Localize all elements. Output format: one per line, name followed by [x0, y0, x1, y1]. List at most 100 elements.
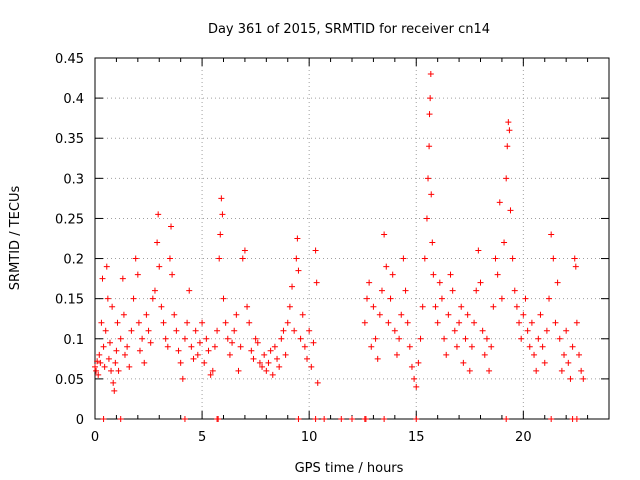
data-point	[177, 359, 184, 366]
data-point	[95, 371, 102, 378]
data-point	[441, 335, 448, 342]
data-point	[244, 303, 251, 310]
data-point	[175, 347, 182, 354]
data-point	[149, 295, 156, 302]
data-point	[217, 231, 224, 238]
data-point	[120, 311, 127, 318]
y-tick-label: 0.05	[55, 373, 84, 388]
data-point	[233, 311, 240, 318]
data-point	[524, 327, 531, 334]
data-point	[301, 343, 308, 350]
data-point	[558, 367, 565, 374]
data-point	[92, 363, 98, 370]
data-point	[166, 255, 173, 262]
data-point	[151, 287, 158, 294]
data-point	[246, 319, 253, 326]
data-point	[479, 327, 486, 334]
data-point	[101, 363, 108, 370]
data-point	[503, 416, 510, 422]
data-point	[428, 191, 435, 198]
data-point	[520, 311, 527, 318]
data-point	[154, 239, 161, 246]
data-point	[194, 351, 201, 358]
data-point	[203, 335, 210, 342]
data-point	[205, 347, 212, 354]
data-point	[188, 343, 195, 350]
data-point	[134, 271, 141, 278]
data-point	[573, 416, 580, 422]
data-point	[321, 416, 328, 422]
data-point	[113, 347, 120, 354]
data-point	[434, 319, 441, 326]
data-point	[211, 343, 218, 350]
data-point	[473, 287, 480, 294]
data-point	[554, 279, 561, 286]
data-point	[349, 416, 355, 422]
data-point	[147, 339, 154, 346]
data-point	[256, 359, 263, 366]
data-point	[295, 267, 302, 274]
data-point	[464, 311, 471, 318]
data-point	[421, 255, 428, 262]
data-point	[528, 319, 535, 326]
data-point	[406, 343, 413, 350]
data-point	[241, 247, 248, 254]
data-point	[145, 327, 152, 334]
data-point	[310, 339, 317, 346]
data-point	[196, 339, 203, 346]
data-point	[181, 416, 188, 422]
data-point	[155, 211, 162, 218]
data-point	[477, 279, 484, 286]
data-point	[104, 295, 111, 302]
data-point	[426, 143, 433, 150]
data-point	[436, 279, 443, 286]
data-point	[278, 335, 285, 342]
data-point	[443, 351, 450, 358]
data-point	[427, 71, 434, 78]
data-points	[92, 71, 587, 422]
data-point	[314, 379, 321, 386]
data-point	[265, 359, 272, 366]
data-point	[363, 295, 370, 302]
data-point	[387, 295, 394, 302]
data-point	[413, 416, 420, 422]
data-point	[578, 367, 585, 374]
data-point	[199, 319, 206, 326]
data-point	[404, 319, 411, 326]
data-point	[215, 416, 222, 422]
data-point	[539, 343, 546, 350]
data-point	[297, 335, 304, 342]
data-point	[556, 335, 563, 342]
data-point	[164, 343, 171, 350]
data-point	[237, 343, 244, 350]
data-point	[169, 271, 176, 278]
data-point	[483, 335, 490, 342]
x-tick-label: 10	[301, 430, 318, 445]
y-tick-label: 0.2	[63, 253, 84, 268]
data-point	[552, 319, 559, 326]
data-point	[226, 351, 233, 358]
data-point	[381, 231, 388, 238]
data-point	[548, 231, 555, 238]
data-point	[115, 367, 122, 374]
data-point	[496, 199, 503, 206]
data-point	[304, 355, 311, 362]
data-point	[114, 319, 121, 326]
data-point	[141, 359, 148, 366]
data-point	[269, 371, 276, 378]
data-point	[224, 335, 231, 342]
y-tick-label: 0.3	[63, 172, 84, 187]
data-point	[417, 335, 424, 342]
data-point	[136, 347, 143, 354]
data-point	[427, 95, 434, 102]
data-point	[219, 211, 226, 218]
data-point	[261, 351, 268, 358]
data-point	[248, 347, 255, 354]
data-point	[158, 303, 165, 310]
data-point	[396, 335, 403, 342]
data-point	[291, 327, 298, 334]
data-point	[284, 319, 291, 326]
data-point	[168, 223, 175, 230]
data-point	[250, 355, 257, 362]
data-point	[254, 339, 261, 346]
